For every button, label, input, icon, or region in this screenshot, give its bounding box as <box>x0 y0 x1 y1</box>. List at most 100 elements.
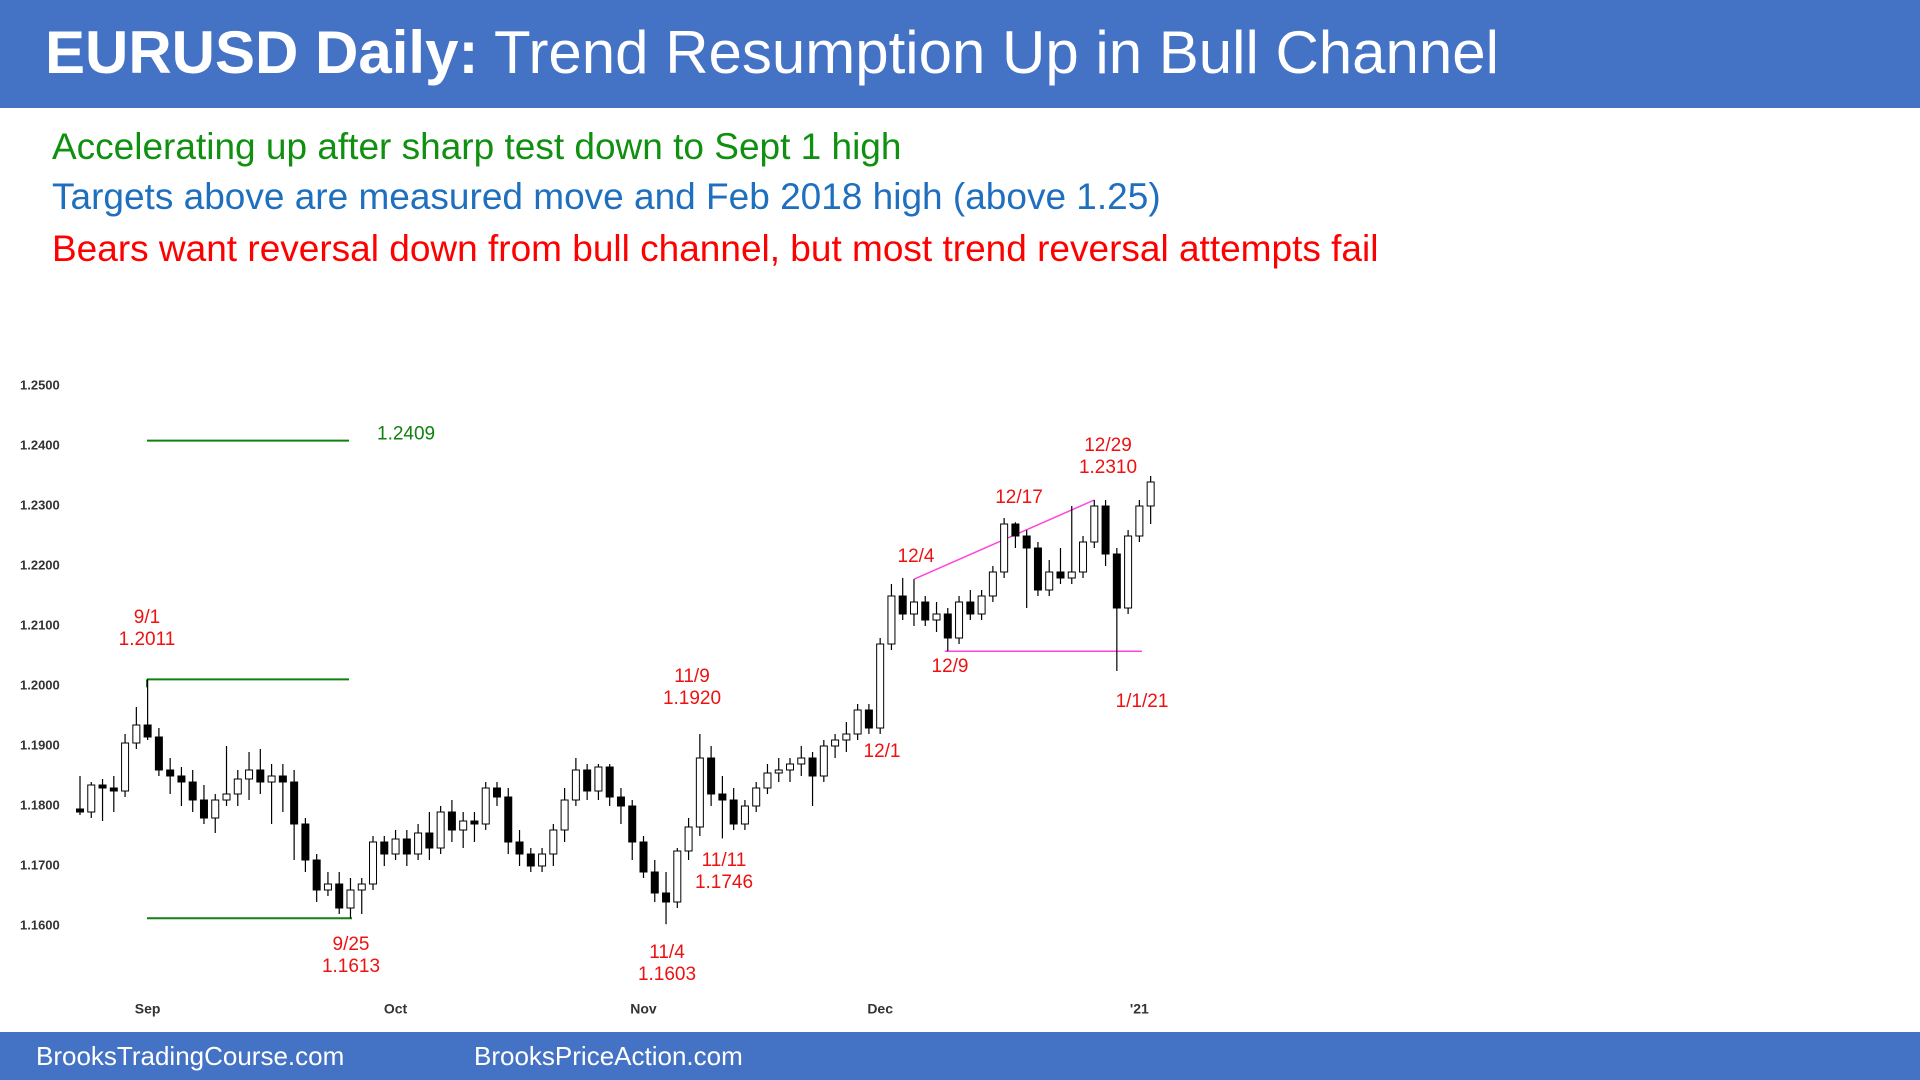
candle-body <box>369 841 378 885</box>
candle-body <box>977 595 986 615</box>
candle-body <box>1112 553 1121 609</box>
candle-body <box>132 724 141 744</box>
candle-body <box>786 763 795 771</box>
candle-body <box>864 709 873 729</box>
y-tick-label: 1.1700 <box>20 857 60 872</box>
candle-body <box>357 883 366 891</box>
candle-body <box>425 832 434 849</box>
candle-body <box>459 820 468 831</box>
candle-body <box>594 766 603 792</box>
y-tick-label: 1.1800 <box>20 797 60 812</box>
x-tick-label: Sep <box>135 1001 161 1017</box>
candle-body <box>76 808 84 813</box>
candle-body <box>662 892 671 903</box>
candle-body <box>887 595 896 645</box>
candle-body <box>898 595 907 615</box>
annotation: 1.2310 <box>1079 457 1137 478</box>
candle-body <box>346 889 355 909</box>
candle-body <box>943 613 952 639</box>
candle-body <box>1056 571 1065 579</box>
candle-body <box>808 757 817 777</box>
candle-body <box>707 757 716 795</box>
candle-body <box>267 775 276 783</box>
candle-body <box>323 883 332 891</box>
candle-body <box>538 853 547 867</box>
candle-body <box>1045 571 1054 591</box>
candle-body <box>436 811 445 849</box>
annotation: 11/11 <box>702 850 747 871</box>
x-tick-label: Oct <box>384 1001 408 1017</box>
candle-body <box>154 736 163 771</box>
candle-body <box>290 781 299 825</box>
annotation: 1/1/21 <box>1116 691 1169 712</box>
annotation: 1.1920 <box>663 688 721 709</box>
candle-body <box>233 778 242 795</box>
annotation: 12/29 <box>1084 435 1132 456</box>
candle-body <box>312 859 321 891</box>
y-tick-label: 1.2100 <box>20 617 60 632</box>
candle-body <box>143 724 152 738</box>
candle-body <box>571 769 580 801</box>
candle-body <box>774 769 783 774</box>
footer-text: BrooksTradingCourse.com <box>36 1041 345 1071</box>
title-text: Trend Resumption Up in Bull Channel <box>494 19 1499 86</box>
candle-body <box>718 793 727 801</box>
candle-body <box>492 787 501 798</box>
candle-body <box>639 841 648 873</box>
candle-body <box>1011 523 1020 537</box>
annotation: 11/9 <box>674 666 710 687</box>
candle-body <box>842 733 851 741</box>
footer-bar: BrooksTradingCourse.com BrooksPriceActio… <box>0 1032 1920 1080</box>
x-tick-label: Dec <box>867 1001 893 1017</box>
candle-body <box>1033 547 1042 591</box>
candle-body <box>98 784 107 789</box>
candle-body <box>605 766 614 798</box>
candle-body <box>447 811 456 831</box>
candle-body <box>1067 571 1076 579</box>
candle-body <box>909 601 918 615</box>
candle-body <box>628 805 637 843</box>
candle-body <box>876 643 885 729</box>
annotation: 12/4 <box>898 546 935 567</box>
candle-body <box>278 775 287 783</box>
candle-body <box>166 769 175 777</box>
candle-body <box>650 871 659 894</box>
candle-body <box>1146 481 1155 507</box>
candle-body <box>932 613 941 621</box>
candle-body <box>245 769 254 780</box>
candle-body <box>1000 523 1009 573</box>
note: Targets above are measured move and Feb … <box>52 176 1161 217</box>
candle-body <box>470 820 479 825</box>
y-tick-label: 1.2500 <box>20 377 60 392</box>
candle-body <box>414 832 423 855</box>
candle-body <box>1090 505 1099 543</box>
candle-body <box>256 769 265 783</box>
candle-body <box>1135 505 1144 537</box>
candle-body <box>988 571 997 597</box>
x-tick-label: Nov <box>630 1001 657 1017</box>
candle-body <box>87 784 96 813</box>
candle-body <box>481 787 490 825</box>
candle-body <box>199 799 208 819</box>
level-label: 1.2409 <box>377 424 435 445</box>
annotation: 1.1603 <box>638 964 696 985</box>
candle-body <box>211 799 220 819</box>
y-tick-label: 1.1600 <box>20 917 60 932</box>
note: Accelerating up after sharp test down to… <box>52 126 902 167</box>
x-tick-label: '21 <box>1130 1001 1149 1017</box>
candle-body <box>583 769 592 792</box>
candle-body <box>222 793 231 801</box>
annotation: 12/1 <box>864 741 901 762</box>
candle-body <box>966 601 975 615</box>
footer-text: BrooksPriceAction.com <box>474 1041 743 1071</box>
candle-body <box>955 601 964 639</box>
candle-body <box>526 853 535 867</box>
candle-body <box>819 745 828 777</box>
y-tick-label: 1.2400 <box>20 437 60 452</box>
candle-body <box>560 799 569 831</box>
candle-body <box>121 742 130 792</box>
candle-body <box>853 709 862 735</box>
candle-body <box>504 796 513 843</box>
annotation: 1.2011 <box>119 629 176 650</box>
